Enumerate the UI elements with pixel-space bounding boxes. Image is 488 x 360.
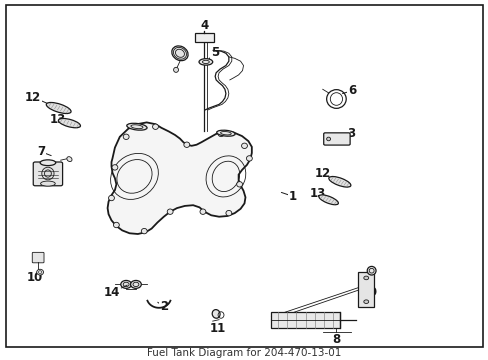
FancyBboxPatch shape bbox=[270, 312, 340, 328]
Text: 4: 4 bbox=[200, 19, 208, 32]
Ellipse shape bbox=[67, 157, 72, 162]
Ellipse shape bbox=[246, 156, 252, 161]
Ellipse shape bbox=[152, 124, 158, 129]
Text: 1: 1 bbox=[288, 190, 296, 203]
Ellipse shape bbox=[121, 280, 131, 288]
Ellipse shape bbox=[225, 210, 231, 216]
Text: Fuel Tank Diagram for 204-470-13-01: Fuel Tank Diagram for 204-470-13-01 bbox=[147, 348, 341, 358]
Ellipse shape bbox=[58, 118, 81, 128]
Ellipse shape bbox=[212, 310, 220, 318]
Text: 9: 9 bbox=[368, 286, 376, 299]
Text: 7: 7 bbox=[38, 145, 45, 158]
Ellipse shape bbox=[42, 167, 54, 180]
FancyBboxPatch shape bbox=[195, 33, 213, 42]
Text: 13: 13 bbox=[49, 113, 66, 126]
Text: 11: 11 bbox=[209, 322, 225, 335]
Ellipse shape bbox=[46, 103, 71, 113]
Ellipse shape bbox=[326, 137, 330, 141]
Ellipse shape bbox=[40, 160, 56, 166]
Ellipse shape bbox=[183, 142, 189, 148]
Ellipse shape bbox=[123, 134, 129, 139]
Ellipse shape bbox=[130, 280, 141, 288]
Text: 5: 5 bbox=[211, 46, 219, 59]
FancyBboxPatch shape bbox=[32, 252, 44, 263]
Ellipse shape bbox=[241, 143, 247, 148]
Ellipse shape bbox=[218, 131, 224, 136]
Text: 10: 10 bbox=[27, 271, 43, 284]
Text: 3: 3 bbox=[346, 127, 354, 140]
Ellipse shape bbox=[173, 67, 178, 72]
FancyBboxPatch shape bbox=[323, 133, 349, 145]
Text: 13: 13 bbox=[309, 187, 325, 200]
Text: 8: 8 bbox=[332, 333, 340, 346]
Ellipse shape bbox=[363, 276, 368, 280]
Ellipse shape bbox=[37, 269, 43, 275]
FancyBboxPatch shape bbox=[358, 272, 373, 307]
Ellipse shape bbox=[200, 209, 205, 214]
Text: 12: 12 bbox=[25, 91, 41, 104]
Ellipse shape bbox=[236, 181, 242, 187]
Ellipse shape bbox=[141, 229, 147, 234]
Ellipse shape bbox=[167, 209, 173, 214]
Ellipse shape bbox=[108, 195, 114, 201]
Ellipse shape bbox=[171, 46, 188, 60]
Polygon shape bbox=[107, 122, 251, 234]
FancyBboxPatch shape bbox=[33, 162, 62, 186]
Ellipse shape bbox=[366, 266, 375, 275]
Ellipse shape bbox=[318, 195, 338, 205]
Ellipse shape bbox=[41, 181, 55, 186]
Ellipse shape bbox=[113, 222, 119, 228]
Text: 6: 6 bbox=[347, 84, 355, 97]
Ellipse shape bbox=[363, 300, 368, 303]
Text: 2: 2 bbox=[160, 300, 167, 313]
Text: 14: 14 bbox=[103, 286, 120, 299]
Text: 12: 12 bbox=[314, 167, 330, 180]
Ellipse shape bbox=[216, 130, 235, 136]
Ellipse shape bbox=[126, 123, 147, 130]
Ellipse shape bbox=[112, 165, 118, 170]
Ellipse shape bbox=[199, 59, 212, 65]
Ellipse shape bbox=[328, 176, 350, 187]
